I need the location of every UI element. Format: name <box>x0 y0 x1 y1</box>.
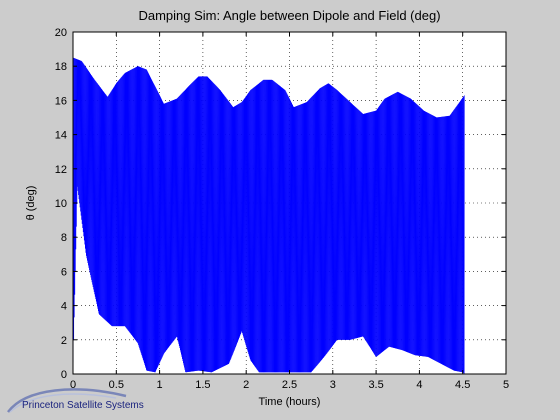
y-tick-label: 6 <box>61 266 67 278</box>
y-tick-label: 18 <box>55 61 67 73</box>
x-tick-label: 3.5 <box>368 379 383 391</box>
x-axis-label: Time (hours) <box>259 396 321 408</box>
chart-title: Damping Sim: Angle between Dipole and Fi… <box>138 8 440 23</box>
y-tick-label: 4 <box>61 301 67 313</box>
x-tick-label: 3 <box>330 379 336 391</box>
y-axis-label: θ (deg) <box>25 186 37 221</box>
ticks: 0 0.5 1 1.5 2 2.5 3 3.5 4 4.5 5 0 2 4 6 8 10 12 14 16 18 20 <box>55 27 509 391</box>
orbit-swoosh-icon <box>7 388 127 413</box>
y-tick-label: 12 <box>55 164 67 176</box>
x-tick-label: 2.5 <box>282 379 297 391</box>
x-tick-label: 4 <box>416 379 422 391</box>
y-tick-label: 8 <box>61 232 67 244</box>
x-tick-label: 0 <box>70 379 76 391</box>
logo-text: Princeton Satellite Systems <box>22 400 144 411</box>
x-tick-label: 1 <box>157 379 163 391</box>
y-tick-label: 16 <box>55 95 67 107</box>
series-line <box>72 57 465 374</box>
company-logo: Princeton Satellite Systems <box>6 386 156 416</box>
series-layer <box>72 57 465 374</box>
y-tick-label: 2 <box>61 335 67 347</box>
y-tick-label: 20 <box>55 27 67 39</box>
x-tick-label: 5 <box>503 379 509 391</box>
y-tick-label: 10 <box>55 198 67 210</box>
x-tick-label: 2 <box>243 379 249 391</box>
x-tick-label: 0.5 <box>109 379 124 391</box>
x-tick-label: 4.5 <box>455 379 470 391</box>
y-tick-label: 14 <box>55 130 67 142</box>
x-tick-label: 1.5 <box>195 379 210 391</box>
y-tick-label: 0 <box>61 369 67 381</box>
